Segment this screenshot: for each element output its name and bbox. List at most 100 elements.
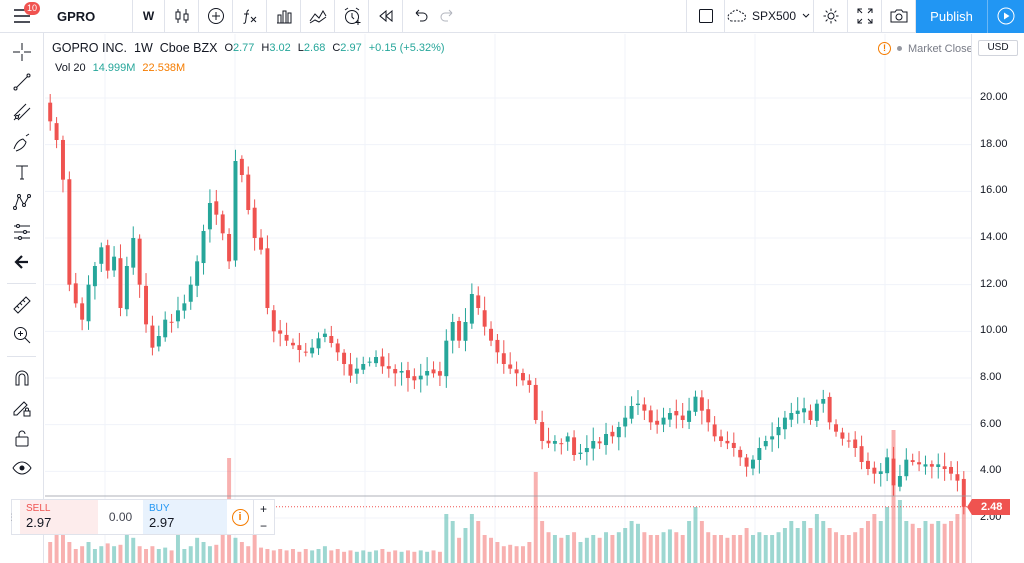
price-tick-label: 8.00 bbox=[980, 371, 1002, 383]
buy-price: 2.97 bbox=[149, 515, 175, 530]
candle-body bbox=[437, 371, 442, 376]
decrease-button[interactable]: − bbox=[259, 518, 267, 533]
legend-interval: 1W bbox=[134, 41, 153, 55]
redo-button[interactable] bbox=[436, 0, 460, 33]
candle-body bbox=[635, 403, 640, 406]
trade-info-button[interactable]: i bbox=[227, 500, 253, 534]
candle-body bbox=[278, 330, 283, 334]
volume-bar bbox=[124, 528, 129, 563]
trendline-icon bbox=[13, 73, 31, 91]
candle-body bbox=[290, 342, 295, 346]
chart-type-button[interactable] bbox=[165, 0, 198, 33]
candle-body bbox=[252, 207, 257, 238]
volume-bar bbox=[118, 544, 123, 563]
measure-tool[interactable] bbox=[0, 217, 44, 247]
candle-body bbox=[112, 256, 117, 271]
buy-button[interactable]: BUY 2.97 bbox=[143, 500, 227, 534]
undo-button[interactable] bbox=[403, 0, 436, 33]
publish-button[interactable]: Publish bbox=[916, 0, 987, 33]
volume-bar bbox=[284, 550, 289, 563]
text-tool[interactable] bbox=[0, 157, 44, 187]
volume-bar bbox=[335, 549, 340, 563]
candle-body bbox=[597, 441, 602, 444]
replay-button[interactable] bbox=[369, 0, 402, 33]
candle-body bbox=[840, 432, 845, 439]
trendline-tool[interactable] bbox=[0, 67, 44, 97]
fib-tool[interactable] bbox=[0, 97, 44, 127]
increase-button[interactable]: + bbox=[259, 501, 267, 516]
crosshair-tool[interactable] bbox=[0, 37, 44, 67]
candle-body bbox=[105, 245, 110, 271]
candles-icon bbox=[175, 9, 188, 23]
candle-body bbox=[750, 459, 755, 469]
select-box-button[interactable] bbox=[687, 0, 724, 33]
candlestick-chart[interactable] bbox=[45, 34, 971, 563]
compare-icon bbox=[309, 10, 326, 24]
volume-bar bbox=[904, 521, 909, 563]
candle-body bbox=[163, 319, 168, 338]
symbol-search-button[interactable]: GPRO bbox=[57, 8, 96, 24]
candle-body bbox=[469, 294, 474, 324]
candle-body bbox=[520, 373, 525, 381]
magnet-tool[interactable] bbox=[0, 363, 44, 393]
volume-bar bbox=[546, 532, 551, 563]
menu-button[interactable]: 10 bbox=[0, 0, 44, 33]
candle-body bbox=[405, 370, 410, 378]
add-indicator-button[interactable] bbox=[199, 0, 232, 33]
candle-body bbox=[565, 436, 570, 442]
candle-body bbox=[284, 334, 289, 341]
play-button[interactable] bbox=[987, 0, 1024, 33]
drag-handle[interactable]: ⋮⋮ bbox=[7, 511, 25, 522]
candle-body bbox=[955, 474, 960, 481]
price-axis[interactable]: 20.00 18.00 16.00 14.00 12.00 10.00 8.00 6.00 4.… bbox=[967, 34, 1024, 563]
pattern-tool[interactable] bbox=[0, 187, 44, 217]
alert-button[interactable] bbox=[335, 0, 368, 33]
notification-badge: 10 bbox=[24, 1, 41, 15]
financials-button[interactable] bbox=[267, 0, 300, 33]
candle-body bbox=[731, 442, 736, 448]
legend-symbol-title[interactable]: GOPRO INC. bbox=[52, 41, 128, 55]
volume-bar bbox=[278, 549, 283, 563]
visibility-tool[interactable] bbox=[0, 453, 44, 483]
volume-bar bbox=[552, 535, 557, 563]
candle-body bbox=[591, 441, 596, 449]
zoom-tool[interactable] bbox=[0, 320, 44, 350]
chevron-down-icon bbox=[802, 13, 810, 18]
fullscreen-icon bbox=[857, 8, 872, 24]
settings-button[interactable] bbox=[814, 0, 847, 33]
fullscreen-button[interactable] bbox=[848, 0, 881, 33]
volume-bar bbox=[444, 514, 449, 563]
volume-bar bbox=[329, 550, 334, 563]
compare-button[interactable] bbox=[301, 0, 334, 33]
market-status[interactable]: ! Market Closed bbox=[878, 42, 979, 55]
interval-button[interactable]: W bbox=[142, 9, 155, 23]
currency-label[interactable]: USD bbox=[978, 40, 1018, 56]
snapshot-button[interactable] bbox=[882, 0, 915, 33]
candle-body bbox=[680, 415, 685, 420]
volume-bar bbox=[597, 537, 602, 563]
volume-bar bbox=[744, 528, 749, 563]
lock-drawings-tool[interactable] bbox=[0, 393, 44, 423]
brush-tool[interactable] bbox=[0, 127, 44, 157]
candle-body bbox=[552, 441, 557, 444]
alert-icon bbox=[344, 7, 360, 25]
volume-bar bbox=[693, 507, 698, 563]
candle-body bbox=[693, 396, 698, 412]
sell-button[interactable]: SELL 2.97 bbox=[20, 500, 98, 534]
pattern-icon bbox=[13, 194, 31, 210]
candle-body bbox=[667, 413, 672, 420]
layout-symbol-selector[interactable]: SPX500 bbox=[725, 0, 813, 33]
volume-bar bbox=[489, 537, 494, 563]
candle-body bbox=[763, 441, 768, 447]
ruler-tool[interactable] bbox=[0, 290, 44, 320]
volume-label[interactable]: Vol 20 bbox=[55, 62, 86, 74]
back-tool[interactable] bbox=[0, 247, 44, 277]
legend-close-key: C bbox=[332, 42, 341, 54]
volume-bar bbox=[348, 550, 353, 563]
candle-body bbox=[86, 284, 91, 322]
volume-bar bbox=[680, 535, 685, 563]
back-arrow-icon bbox=[14, 255, 28, 269]
candle-body bbox=[322, 333, 327, 337]
indicators-button[interactable] bbox=[233, 0, 266, 33]
lock-tool[interactable] bbox=[0, 423, 44, 453]
